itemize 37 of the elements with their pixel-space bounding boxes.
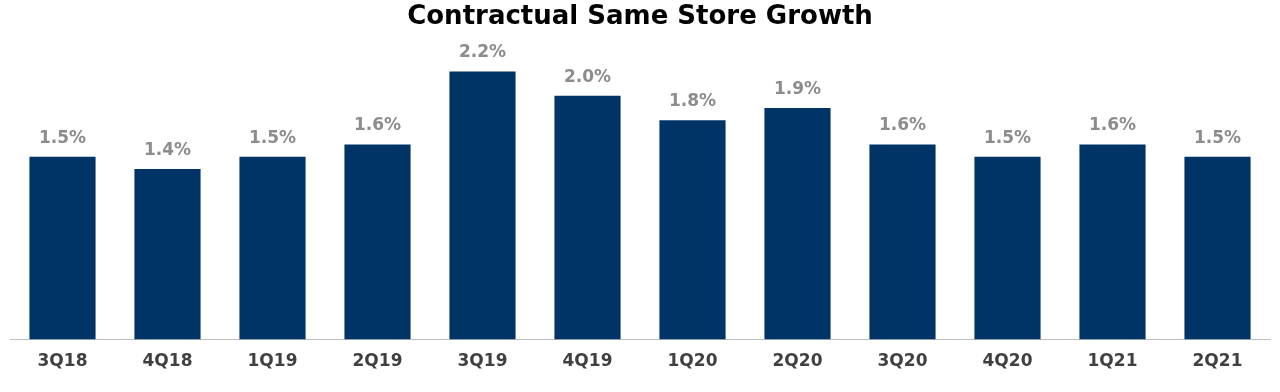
data-label: 1.5%	[248, 126, 297, 147]
data-label: 2.2%	[458, 41, 507, 62]
data-label: 1.9%	[773, 77, 822, 98]
bar	[239, 156, 306, 340]
data-label: 1.6%	[878, 114, 927, 135]
chart-title: Contractual Same Store Growth	[407, 0, 873, 31]
bar	[29, 156, 96, 340]
bar	[974, 156, 1041, 340]
data-label: 1.5%	[38, 126, 87, 147]
x-tick-label: 2Q19	[352, 350, 403, 371]
bar	[1079, 144, 1146, 340]
bar	[134, 168, 201, 340]
x-tick-label: 3Q20	[877, 350, 928, 371]
bar	[764, 107, 831, 340]
x-tick-label: 1Q20	[667, 350, 718, 371]
data-label: 1.6%	[1088, 114, 1137, 135]
x-tick-label: 4Q20	[982, 350, 1033, 371]
x-tick-label: 3Q19	[457, 350, 508, 371]
x-tick-label: 2Q21	[1192, 350, 1243, 371]
x-tick-label: 1Q19	[247, 350, 298, 371]
x-tick-label: 3Q18	[37, 350, 88, 371]
bar	[659, 120, 726, 340]
x-tick-label: 4Q19	[562, 350, 613, 371]
bar	[554, 95, 621, 340]
bar	[344, 144, 411, 340]
bar	[869, 144, 936, 340]
data-label: 1.5%	[1193, 126, 1242, 147]
data-label: 1.8%	[668, 90, 717, 111]
bar	[449, 71, 516, 340]
x-tick-label: 1Q21	[1087, 350, 1138, 371]
data-label: 1.4%	[143, 138, 192, 159]
data-label: 1.6%	[353, 114, 402, 135]
data-label: 1.5%	[983, 126, 1032, 147]
x-tick-label: 2Q20	[772, 350, 823, 371]
x-tick-label: 4Q18	[142, 350, 193, 371]
data-label: 2.0%	[563, 65, 612, 86]
bar	[1184, 156, 1251, 340]
